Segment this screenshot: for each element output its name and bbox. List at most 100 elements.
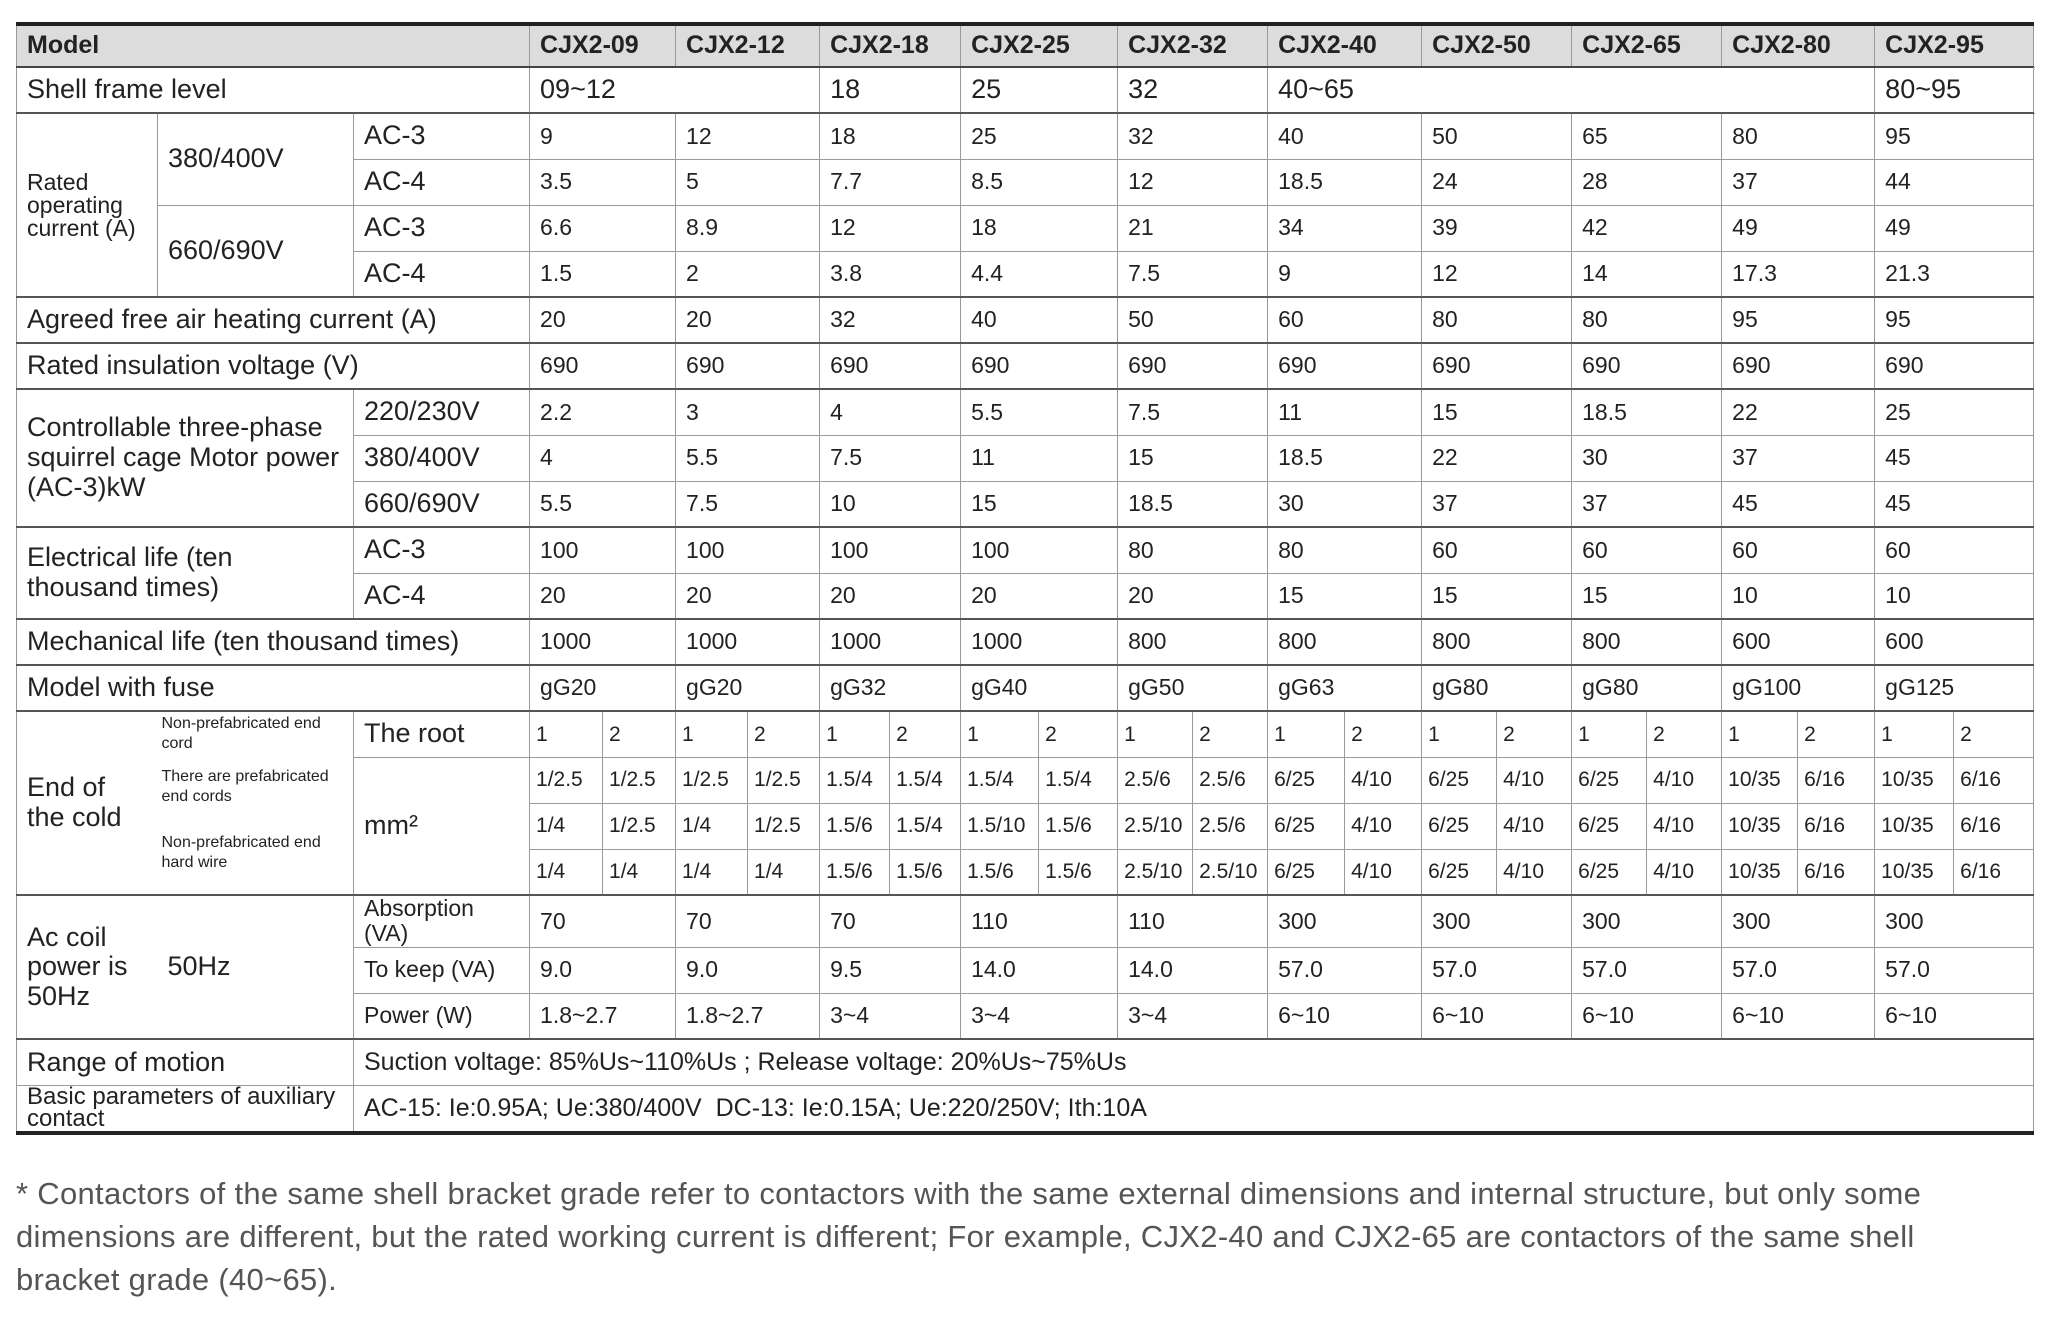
table-row: Agreed free air heating current (A) 20 20 3… (15, 296, 2035, 344)
table-row: Model CJX2-09 CJX2-12 CJX2-18 CJX2-25 CJX2-32… (15, 22, 2035, 68)
value-cell: 2 (1038, 710, 1119, 758)
value-cell: 1/2.5 (675, 756, 749, 804)
value-cell: 20 (675, 296, 821, 344)
value-cell: 4/10 (1496, 802, 1573, 850)
value-cell: 1 (1721, 710, 1799, 758)
value-cell: 9.0 (529, 946, 677, 994)
value-cell: 15 (1267, 572, 1423, 620)
value-cell: 10/35 (1874, 756, 1955, 804)
value-cell: 100 (960, 526, 1119, 574)
category-label: Absorption (VA) (352, 893, 531, 948)
value-cell: 1.5/6 (1038, 802, 1119, 850)
value-cell: 80 (1421, 296, 1573, 344)
value-cell: 45 (1874, 480, 2035, 528)
value-cell: 14.0 (1117, 946, 1269, 994)
table-row: Model with fuse gG20 gG20 gG32 gG40 gG50 gG63 g… (15, 664, 2035, 712)
value-cell: 9 (529, 112, 677, 160)
value-cell: 3~4 (1117, 992, 1269, 1040)
value-cell: gG32 (819, 664, 962, 712)
value-cell: 95 (1874, 112, 2035, 160)
table-row: Power (W) 1.8~2.7 1.8~2.7 3~4 3~4 3~4 6~10 6~10… (17, 992, 2035, 1040)
value-cell: 3 (675, 388, 821, 436)
category-label: Power (W) (352, 992, 531, 1040)
value-cell: 25 (960, 66, 1119, 114)
model-header: CJX2-95 (1874, 22, 2035, 68)
value-cell: 7.7 (819, 158, 962, 206)
value-cell: gG40 (960, 664, 1119, 712)
value-cell: 6~10 (1874, 992, 2035, 1040)
value-cell: 1 (529, 710, 604, 758)
value-cell: 690 (675, 342, 821, 390)
table-row: To keep (VA) 9.0 9.0 9.5 14.0 14.0 57.0 57.0 57.… (17, 946, 2035, 994)
value-cell: 1000 (819, 618, 962, 666)
row-label: Controllable three-phase squirrel cage M… (16, 388, 354, 528)
sub-label: 660/690V (157, 204, 354, 298)
value-cell: 800 (1117, 618, 1269, 666)
value-cell: 50 (1421, 112, 1573, 160)
value-cell: 690 (1421, 342, 1573, 390)
value-cell: 80 (1571, 296, 1723, 344)
category-label: AC-4 (352, 250, 531, 298)
value-cell: 37 (1721, 158, 1876, 206)
value-cell: 6/16 (1797, 802, 1876, 850)
value-cell: 1/2.5 (529, 756, 604, 804)
value-cell: 1.5/6 (1038, 848, 1119, 896)
value-cell: 37 (1571, 480, 1723, 528)
category-label: To keep (VA) (352, 946, 531, 994)
value-cell: 57.0 (1874, 946, 2035, 994)
value-cell: 25 (960, 112, 1119, 160)
value-cell: 15 (1571, 572, 1723, 620)
value-cell: 5.5 (675, 434, 821, 482)
value-cell: 09~12 (529, 66, 821, 114)
value-cell: gG80 (1421, 664, 1573, 712)
category-label: AC-3 (352, 526, 531, 574)
row-text: AC-15: Ie:0.95A; Ue:380/400V DC-13: Ie:0… (352, 1084, 2035, 1136)
value-cell: 300 (1721, 893, 1876, 948)
value-cell: 21 (1117, 204, 1269, 252)
value-cell: 12 (1421, 250, 1573, 298)
value-cell: 6/25 (1421, 802, 1498, 850)
footnote: * Contactors of the same shell bracket g… (16, 1176, 1922, 1297)
value-cell: 2 (1797, 710, 1876, 758)
value-cell: 1.8~2.7 (529, 992, 677, 1040)
value-cell: 2 (675, 250, 821, 298)
sub-label: 220/230V (352, 388, 531, 436)
value-cell: 2 (1646, 710, 1723, 758)
value-cell: 1.5/4 (889, 802, 962, 850)
value-cell: 8.9 (675, 204, 821, 252)
value-cell: 1.5/4 (889, 756, 962, 804)
value-cell: 100 (529, 526, 677, 574)
value-cell: 9.0 (675, 946, 821, 994)
value-cell: 800 (1421, 618, 1573, 666)
value-cell: 1/2.5 (747, 756, 821, 804)
value-cell: 6/25 (1267, 756, 1346, 804)
value-cell: 6/16 (1953, 802, 2035, 850)
value-cell: 1 (675, 710, 749, 758)
value-cell: 60 (1571, 526, 1723, 574)
value-cell: gG20 (675, 664, 821, 712)
value-cell: 600 (1874, 618, 2035, 666)
value-cell: 6~10 (1421, 992, 1573, 1040)
value-cell: 22 (1421, 434, 1573, 482)
table-row: 660/690V 5.5 7.5 10 15 18.5 30 37 37 45 45 (17, 480, 2035, 528)
value-cell: 4 (819, 388, 962, 436)
value-cell: 6~10 (1267, 992, 1423, 1040)
category-label: AC-4 (352, 158, 531, 206)
model-header: CJX2-65 (1571, 22, 1723, 68)
value-cell: 1/4 (675, 802, 749, 850)
value-cell: 4/10 (1646, 756, 1723, 804)
value-cell: 100 (675, 526, 821, 574)
value-cell: 5.5 (529, 480, 677, 528)
value-cell: 1000 (529, 618, 677, 666)
value-cell: 1/4 (602, 848, 677, 896)
category-label: AC-3 (352, 112, 531, 160)
model-header: CJX2-12 (675, 22, 821, 68)
value-cell: 4/10 (1496, 848, 1573, 896)
value-cell: 12 (1117, 158, 1269, 206)
value-cell: 2 (1344, 710, 1423, 758)
value-cell: 1.5/4 (819, 756, 891, 804)
value-cell: 20 (529, 296, 677, 344)
model-header: CJX2-09 (529, 22, 677, 68)
spec-table: Model CJX2-09 CJX2-12 CJX2-18 CJX2-25 CJX2-32… (15, 22, 2035, 1136)
